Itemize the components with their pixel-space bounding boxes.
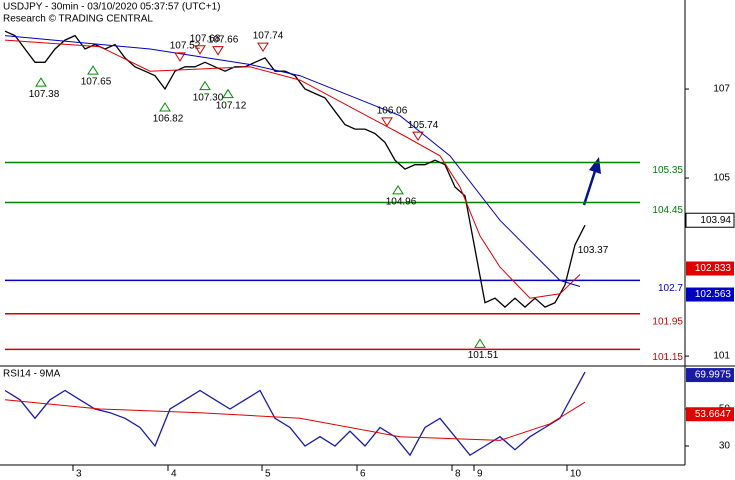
arrow xyxy=(582,167,598,206)
chart-subtitle: Research © TRADING CENTRAL xyxy=(3,14,153,25)
series-line xyxy=(4,399,586,441)
chart-title: USDJPY - 30min - 03/10/2020 05:37:57 (UT… xyxy=(3,2,220,13)
x-tick-label: 5 xyxy=(265,469,271,480)
arrow-head xyxy=(589,157,601,174)
value-box xyxy=(686,407,734,422)
marker-label: 107.65 xyxy=(81,77,112,88)
marker-label: 106.82 xyxy=(153,114,184,125)
y-tick-label: 30 xyxy=(719,441,731,452)
value-box-label: 103.94 xyxy=(700,215,731,226)
y-tick-label: 107 xyxy=(713,84,730,95)
high-marker xyxy=(194,45,206,55)
high-marker xyxy=(257,42,269,53)
x-tick-label: 3 xyxy=(76,469,82,480)
series-line xyxy=(4,371,586,457)
rsi-title: RSI14 - 9MA xyxy=(3,369,61,380)
x-tick-label: 10 xyxy=(570,469,582,480)
value-box-label: 102.563 xyxy=(695,289,732,300)
value-box-label: 102.833 xyxy=(695,263,732,274)
series-line xyxy=(4,39,581,299)
value-box xyxy=(686,368,734,383)
value-box-label: 53.6647 xyxy=(695,409,732,420)
marker-label: 107.30 xyxy=(193,92,224,103)
x-tick-label: 9 xyxy=(477,469,483,480)
level-label: 101.95 xyxy=(652,316,683,327)
series-line xyxy=(4,35,581,287)
x-tick-label: 8 xyxy=(455,469,461,480)
marker-label: 107.74 xyxy=(253,31,284,42)
marker-label: 107.12 xyxy=(216,100,247,111)
low-marker xyxy=(87,65,99,75)
marker-label: 105.74 xyxy=(408,120,439,131)
low-marker xyxy=(392,184,404,195)
x-tick-label: 4 xyxy=(171,469,177,480)
marker-label: 107.52 xyxy=(170,41,201,52)
low-marker xyxy=(222,88,234,99)
marker-label: 101.51 xyxy=(468,350,499,361)
level-label: 105.35 xyxy=(652,165,683,176)
marker-label: 107.66 xyxy=(208,34,239,45)
marker-label: 106.06 xyxy=(377,106,408,117)
low-marker xyxy=(474,338,486,348)
level-label: 104.45 xyxy=(652,205,683,216)
high-marker xyxy=(212,46,224,56)
low-marker xyxy=(199,80,211,91)
x-tick-label: 6 xyxy=(360,469,366,480)
y-tick-label: 101 xyxy=(713,351,730,362)
high-marker xyxy=(174,52,186,62)
marker-label: 107.38 xyxy=(29,89,60,100)
value-box xyxy=(685,212,735,228)
marker-label: 107.68 xyxy=(190,33,221,44)
value-box xyxy=(686,287,734,302)
high-marker xyxy=(412,131,424,142)
marker-label: 104.96 xyxy=(386,196,417,207)
y-tick-label: 105 xyxy=(713,173,730,184)
value-box-label: 69.9975 xyxy=(695,370,732,381)
level-label: 101.15 xyxy=(652,352,683,363)
marker-label: 103.37 xyxy=(578,245,609,256)
low-marker xyxy=(35,77,47,87)
value-box xyxy=(686,261,734,276)
low-marker xyxy=(159,102,171,112)
high-marker xyxy=(381,117,393,127)
level-label: 102.7 xyxy=(658,283,683,294)
